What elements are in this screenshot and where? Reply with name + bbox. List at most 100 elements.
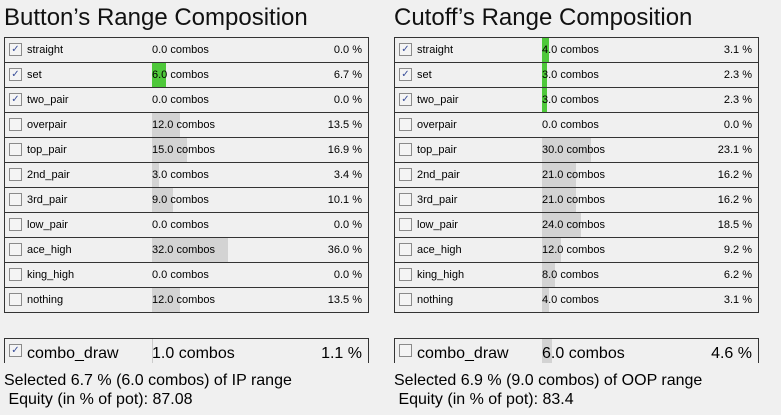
combo-count: 1.0 combos (152, 345, 235, 362)
hand-class-checkbox[interactable]: ✓ (9, 93, 22, 106)
hand-class-checkbox[interactable] (399, 143, 412, 156)
share-bar (152, 238, 228, 262)
range-percent: 36.0 % (327, 244, 362, 256)
hand-class-name: 3rd_pair (27, 194, 68, 206)
combo-count: 0.0 combos (152, 94, 209, 106)
table-row[interactable]: ✓ two_pair 3.0 combos 2.3 % (395, 88, 758, 113)
hand-class-checkbox[interactable] (9, 218, 22, 231)
table-row[interactable]: ✓ set 6.0 combos 6.7 % (5, 63, 368, 88)
hand-class-checkbox[interactable]: ✓ (399, 68, 412, 81)
combo-count: 24.0 combos (542, 219, 605, 231)
hand-class-checkbox[interactable] (399, 193, 412, 206)
combo-count: 32.0 combos (152, 244, 215, 256)
combo-count: 4.0 combos (542, 44, 599, 56)
hand-class-checkbox[interactable] (9, 118, 22, 131)
combo-count: 0.0 combos (152, 219, 209, 231)
table-row[interactable]: low_pair 24.0 combos 18.5 % (395, 213, 758, 238)
table-row[interactable]: 2nd_pair 21.0 combos 16.2 % (395, 163, 758, 188)
share-bar (542, 263, 556, 287)
hand-class-checkbox[interactable] (9, 168, 22, 181)
selected-summary: Selected 6.9 % (9.0 combos) of OOP range (394, 372, 703, 389)
share-bar (542, 188, 577, 212)
range-percent: 18.5 % (717, 219, 752, 231)
table-row[interactable]: ace_high 12.0 combos 9.2 % (395, 238, 758, 263)
range-percent: 0.0 % (333, 219, 362, 231)
hand-class-checkbox[interactable] (399, 243, 412, 256)
range-percent: 13.5 % (327, 294, 362, 306)
equity-readout: Equity (in % of pot): 87.08 (4, 391, 193, 408)
combo-count: 12.0 combos (152, 119, 215, 131)
selection-status: Selected 6.9 % (9.0 combos) of OOP range… (394, 371, 702, 409)
table-row[interactable]: ✓ straight 0.0 combos 0.0 % (5, 38, 368, 63)
hand-class-checkbox[interactable] (9, 293, 22, 306)
table-row[interactable]: ace_high 32.0 combos 36.0 % (5, 238, 368, 263)
hand-class-checkbox[interactable]: ✓ (399, 93, 412, 106)
combo-count: 12.0 combos (152, 294, 215, 306)
hand-class-checkbox[interactable] (399, 293, 412, 306)
table-row[interactable]: nothing 4.0 combos 3.1 % (395, 288, 758, 312)
panel-title: Cutoff’s Range Composition (394, 4, 693, 31)
hand-class-name: combo_draw (27, 345, 119, 362)
hand-class-checkbox[interactable] (399, 344, 412, 357)
hand-class-checkbox[interactable] (399, 168, 412, 181)
hand-class-name: set (27, 69, 42, 81)
table-row[interactable]: low_pair 0.0 combos 0.0 % (5, 213, 368, 238)
range-percent: 0.0 % (333, 94, 362, 106)
hand-class-name: nothing (27, 294, 64, 306)
hand-class-checkbox[interactable]: ✓ (399, 43, 412, 56)
combo-count: 21.0 combos (542, 194, 605, 206)
share-bar (542, 138, 591, 162)
hand-class-name: two_pair (417, 94, 459, 106)
table-row[interactable]: overpair 0.0 combos 0.0 % (395, 113, 758, 138)
table-row[interactable]: top_pair 30.0 combos 23.1 % (395, 138, 758, 163)
combo-count: 8.0 combos (542, 269, 599, 281)
hand-class-name: overpair (27, 119, 67, 131)
range-percent: 2.3 % (723, 69, 752, 81)
hand-class-checkbox[interactable] (399, 268, 412, 281)
table-row[interactable]: 3rd_pair 9.0 combos 10.1 % (5, 188, 368, 213)
share-bar (542, 88, 547, 112)
composition-table: ✓ straight 0.0 combos 0.0 % ✓ set 6.0 co… (4, 37, 369, 313)
table-row[interactable]: nothing 12.0 combos 13.5 % (5, 288, 368, 312)
hand-class-checkbox[interactable] (9, 193, 22, 206)
combo-count: 3.0 combos (542, 69, 599, 81)
hand-class-checkbox[interactable] (399, 118, 412, 131)
table-row[interactable]: overpair 12.0 combos 13.5 % (5, 113, 368, 138)
range-percent: 3.4 % (333, 169, 362, 181)
share-bar (152, 113, 181, 137)
hand-class-name: king_high (417, 269, 465, 281)
table-row[interactable]: ✓ straight 4.0 combos 3.1 % (395, 38, 758, 63)
combo-count: 30.0 combos (542, 144, 605, 156)
hand-class-name: straight (27, 44, 64, 56)
range-percent: 0.0 % (333, 269, 362, 281)
share-bar (152, 163, 160, 187)
hand-class-checkbox[interactable] (399, 218, 412, 231)
hand-class-checkbox[interactable] (9, 243, 22, 256)
hand-class-name: set (417, 69, 432, 81)
hand-class-checkbox[interactable]: ✓ (9, 68, 22, 81)
range-percent: 16.2 % (717, 169, 752, 181)
hand-class-name: two_pair (27, 94, 69, 106)
table-row[interactable]: ✓ two_pair 0.0 combos 0.0 % (5, 88, 368, 113)
combo-count: 12.0 combos (542, 244, 605, 256)
hand-class-checkbox[interactable]: ✓ (9, 344, 22, 357)
table-row[interactable]: 2nd_pair 3.0 combos 3.4 % (5, 163, 368, 188)
table-row[interactable]: top_pair 15.0 combos 16.9 % (5, 138, 368, 163)
hand-class-checkbox[interactable] (9, 143, 22, 156)
hand-class-name: ace_high (417, 244, 462, 256)
table-row[interactable]: 3rd_pair 21.0 combos 16.2 % (395, 188, 758, 213)
combo-count: 21.0 combos (542, 169, 605, 181)
hand-class-name: ace_high (27, 244, 72, 256)
range-percent: 6.2 % (723, 269, 752, 281)
table-row[interactable]: king_high 0.0 combos 0.0 % (5, 263, 368, 288)
hand-class-checkbox[interactable]: ✓ (9, 43, 22, 56)
hand-class-checkbox[interactable] (9, 268, 22, 281)
table-row[interactable]: ✓ set 3.0 combos 2.3 % (395, 63, 758, 88)
share-bar (542, 163, 577, 187)
draw-row[interactable]: ✓ combo_draw 1.0 combos 1.1 % (4, 338, 369, 363)
hand-class-name: top_pair (27, 144, 67, 156)
combo-count: 0.0 combos (542, 119, 599, 131)
draw-row[interactable]: combo_draw 6.0 combos 4.6 % (394, 338, 759, 363)
range-percent: 3.1 % (723, 294, 752, 306)
table-row[interactable]: king_high 8.0 combos 6.2 % (395, 263, 758, 288)
